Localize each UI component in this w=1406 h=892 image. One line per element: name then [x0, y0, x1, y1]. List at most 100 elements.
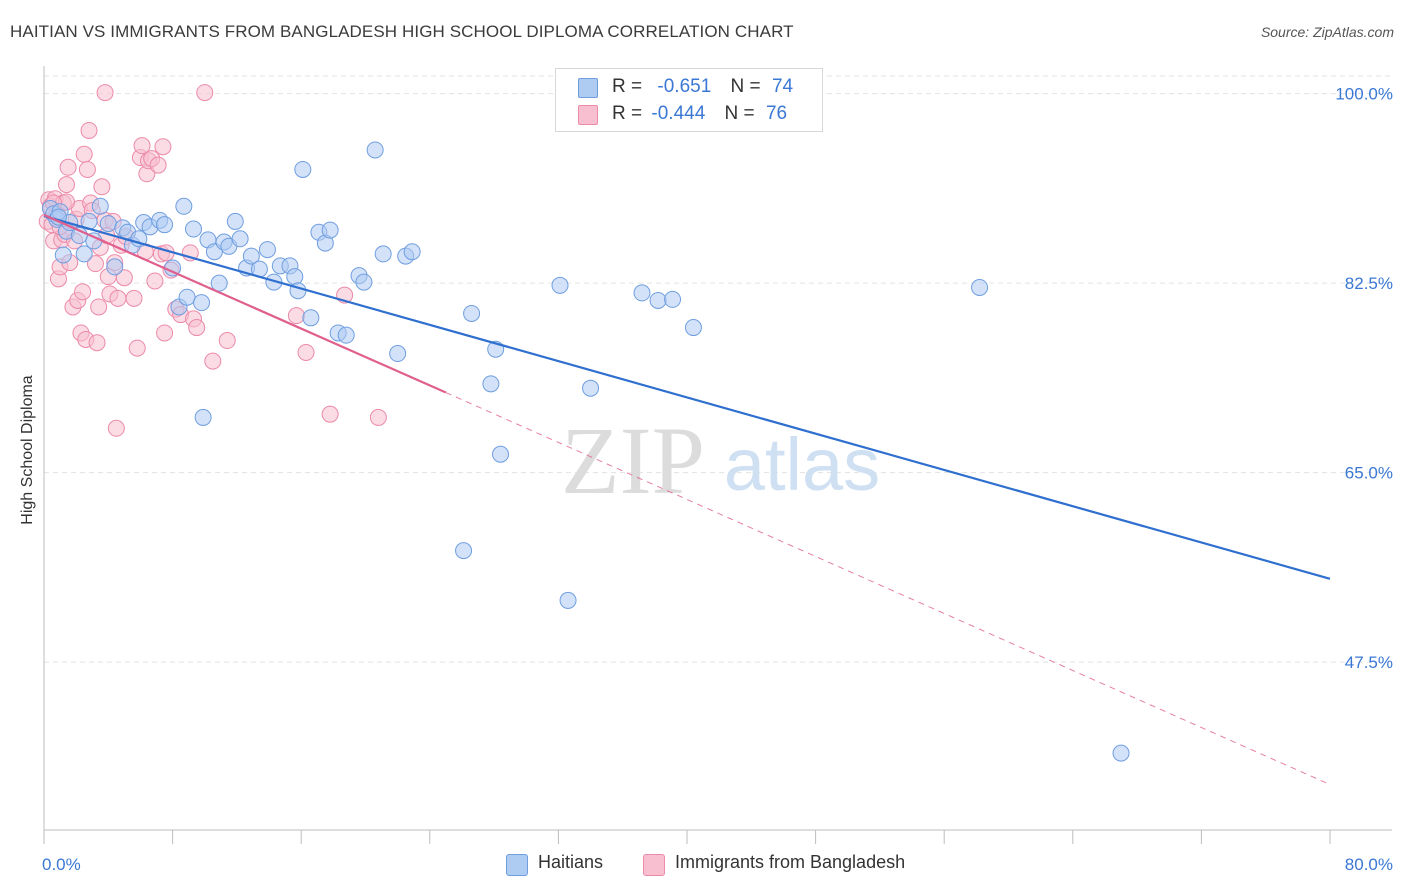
data-point-haitians [389, 345, 407, 363]
data-point-bangladesh [115, 269, 133, 287]
data-point-haitians [559, 591, 577, 609]
data-point-bangladesh [218, 332, 236, 350]
legend-r-value: -0.444 [651, 103, 706, 124]
chart-title: HAITIAN VS IMMIGRANTS FROM BANGLADESH HI… [10, 22, 794, 41]
bottom-legend-label: Haitians [538, 852, 604, 872]
data-point-haitians [551, 276, 569, 294]
legend-n-label: N = [724, 103, 755, 124]
data-point-haitians [258, 241, 276, 259]
data-point-haitians [302, 309, 320, 327]
data-point-haitians [75, 245, 93, 263]
data-point-haitians [1112, 744, 1130, 762]
data-point-bangladesh [156, 324, 174, 342]
legend-swatch-blue [578, 78, 598, 98]
legend-n-value: 74 [771, 76, 794, 97]
data-point-bangladesh [86, 255, 104, 273]
data-point-bangladesh [58, 176, 76, 194]
legend-n-label: N = [730, 76, 761, 97]
data-point-bangladesh [149, 156, 167, 174]
y-tick-label: 65.0% [1345, 464, 1393, 483]
bottom-legend-label: Immigrants from Bangladesh [675, 852, 906, 872]
data-point-haitians [178, 288, 196, 306]
tick-labels: 47.5% 65.0% 82.5% 100.0% 0.0% 80.0% [42, 85, 1393, 874]
data-point-haitians [455, 542, 473, 560]
series-bangladesh-points [38, 84, 387, 437]
data-point-haitians [184, 220, 202, 238]
watermark-atlas: atlas [724, 423, 880, 506]
y-tick-label: 82.5% [1345, 274, 1393, 293]
data-point-bangladesh [96, 84, 114, 102]
y-tick-label: 100.0% [1335, 85, 1393, 104]
trend-line-bangladesh [43, 213, 447, 394]
data-point-haitians [355, 273, 373, 291]
data-point-bangladesh [88, 334, 106, 352]
data-point-bangladesh [59, 158, 77, 176]
data-point-haitians [492, 445, 510, 463]
data-point-bangladesh [90, 298, 108, 316]
data-point-haitians [175, 197, 193, 215]
x-tick-label: 80.0% [1345, 855, 1393, 874]
data-point-haitians [582, 379, 600, 397]
bottom-legend-swatch-pink [643, 854, 665, 876]
data-point-haitians [210, 274, 228, 292]
data-point-bangladesh [204, 352, 222, 370]
data-point-haitians [664, 290, 682, 308]
trend-lines [43, 213, 1331, 785]
data-point-bangladesh [146, 272, 164, 290]
correlation-legend: R = -0.651 N = 74 R = -0.444 N = 76 [555, 68, 823, 132]
data-point-haitians [294, 160, 312, 178]
data-point-haitians [971, 278, 989, 296]
data-point-haitians [684, 319, 702, 337]
data-point-haitians [403, 243, 421, 261]
data-point-haitians [482, 375, 500, 393]
data-point-bangladesh [321, 405, 339, 423]
data-point-bangladesh [125, 289, 143, 307]
data-point-haitians [194, 408, 212, 426]
source-label: Source: ZipAtlas.com [1260, 24, 1394, 40]
y-tick-label: 47.5% [1345, 653, 1393, 672]
data-point-haitians [193, 294, 211, 312]
data-point-bangladesh [287, 307, 305, 325]
data-point-bangladesh [93, 178, 111, 196]
legend-r-label: R = [612, 76, 643, 97]
legend-swatch-pink [578, 105, 598, 125]
data-point-haitians [242, 247, 260, 265]
data-point-bangladesh [107, 419, 125, 437]
watermark-zip: ZIP [561, 407, 705, 514]
data-point-haitians [649, 291, 667, 309]
data-point-haitians [226, 212, 244, 230]
data-point-bangladesh [369, 408, 387, 426]
data-point-haitians [106, 258, 124, 276]
data-point-bangladesh [78, 160, 96, 178]
data-point-haitians [633, 284, 651, 302]
x-tick-label: 0.0% [42, 855, 81, 874]
data-point-haitians [321, 221, 339, 239]
data-point-haitians [286, 268, 304, 286]
series-haitians-points [41, 141, 1130, 762]
data-point-haitians [366, 141, 384, 159]
bottom-legend-swatch-blue [506, 854, 528, 876]
data-point-haitians [91, 197, 109, 215]
legend-n-value: 76 [765, 103, 788, 124]
data-point-bangladesh [109, 289, 127, 307]
data-point-haitians [156, 216, 174, 234]
data-point-bangladesh [75, 145, 93, 163]
y-axis-label: High School Diploma [19, 375, 36, 525]
data-point-haitians [374, 245, 392, 263]
legend-r-label: R = [612, 103, 643, 124]
watermark: ZIP atlas [561, 407, 880, 514]
data-point-bangladesh [154, 138, 172, 156]
data-point-bangladesh [128, 339, 146, 357]
data-point-haitians [337, 326, 355, 344]
data-point-haitians [54, 246, 72, 264]
trend-line-haitians [43, 214, 1331, 580]
grid-lines [44, 75, 1392, 663]
data-point-haitians [99, 215, 117, 233]
data-point-haitians [231, 230, 249, 248]
data-point-bangladesh [74, 283, 92, 301]
data-point-bangladesh [133, 137, 151, 155]
data-point-bangladesh [297, 343, 315, 361]
axes [43, 66, 1392, 844]
data-point-haitians [463, 304, 481, 322]
